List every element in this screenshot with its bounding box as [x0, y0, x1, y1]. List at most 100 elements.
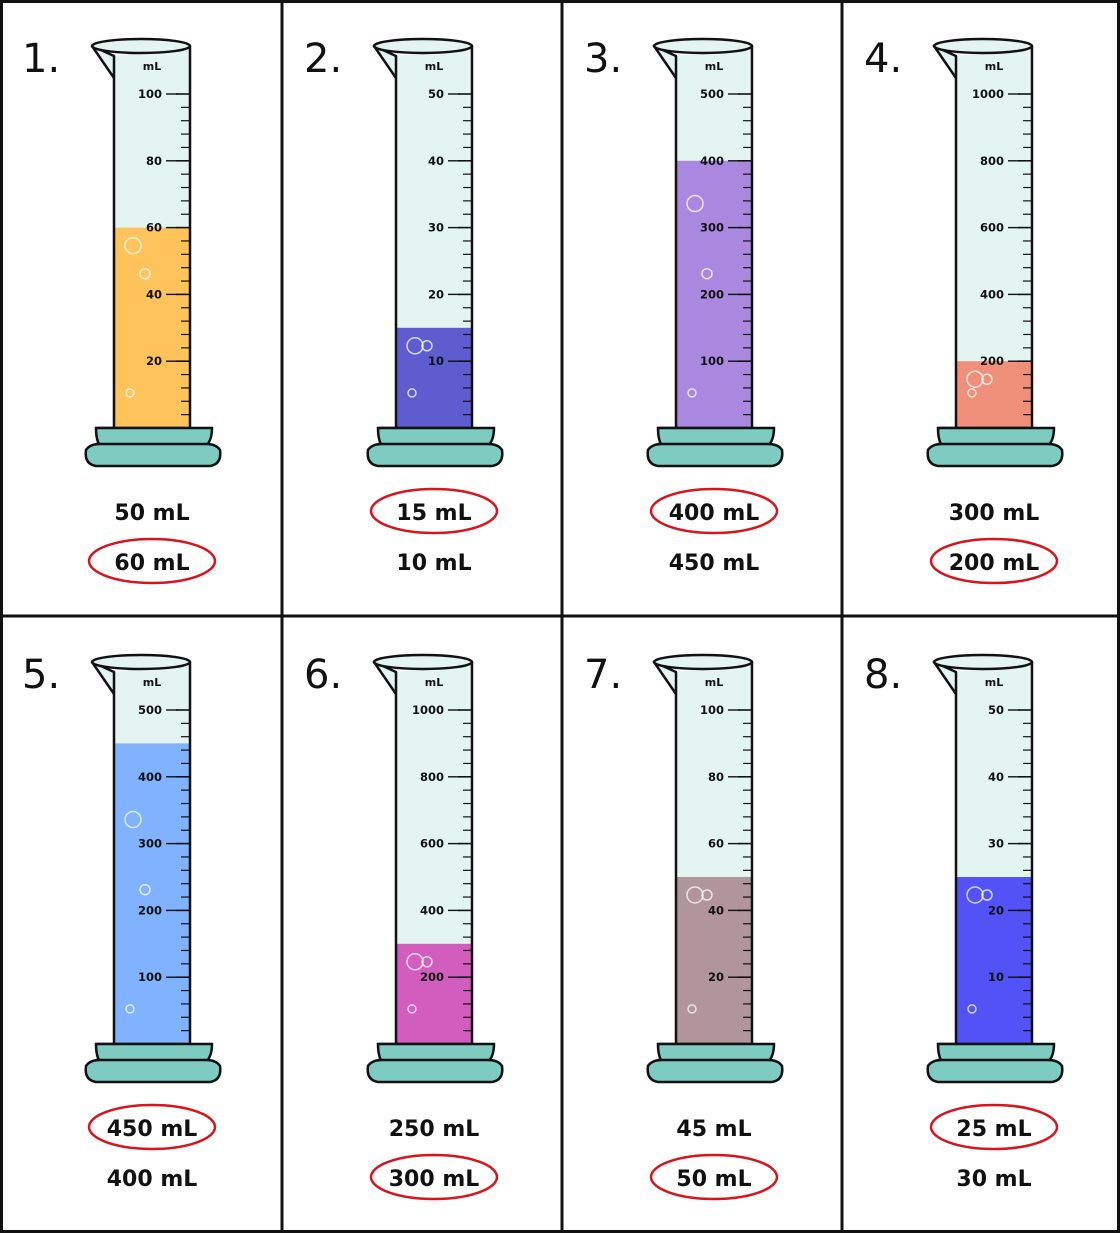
- liquid: [396, 943, 472, 1044]
- bubble: [686, 194, 704, 213]
- tick-label: 20: [146, 354, 162, 368]
- bubble: [407, 1004, 417, 1014]
- answer-option: 300 mL: [389, 1167, 480, 1192]
- bubble: [981, 889, 993, 901]
- tick-label: 100: [138, 970, 162, 984]
- cylinder-panel: 7. mL 100 80 60 40 20 45 mL 50 mL: [584, 652, 784, 1201]
- bubble: [966, 886, 984, 904]
- bubble: [701, 889, 713, 901]
- tick-label: 200: [700, 287, 724, 301]
- cylinder-panel: 5. mL 500 400 300 200 100 450 mL 400 mL: [22, 652, 222, 1192]
- cylinder-rim: [652, 37, 754, 55]
- answer-option: 450 mL: [669, 551, 760, 576]
- tick-label: 80: [708, 770, 724, 784]
- cylinder-rim: [90, 37, 192, 55]
- cylinder-rim: [372, 653, 474, 671]
- cylinder-rim: [932, 653, 1034, 671]
- tick-label: 10: [428, 354, 444, 368]
- tick-label: 200: [420, 970, 444, 984]
- cylinder-rim: [372, 37, 474, 55]
- cylinder-panel: 6. mL 1000 800 600 400 200 250 mL 300 mL: [304, 652, 504, 1201]
- answer-option: 50 mL: [114, 501, 189, 526]
- tick-label: 80: [146, 154, 162, 168]
- answer-circle: [929, 1103, 1059, 1151]
- answer-circle: [87, 537, 217, 585]
- cylinder-panel: 2. mL 50 40 30 20 10 15 mL 10 mL: [304, 36, 504, 576]
- tick-label: 200: [138, 903, 162, 917]
- bubble: [981, 373, 993, 385]
- bubble: [139, 267, 151, 280]
- answer-option: 30 mL: [956, 1167, 1031, 1192]
- answer-option: 400 mL: [669, 501, 760, 526]
- unit-label: mL: [985, 676, 1003, 689]
- tick-label: 30: [428, 221, 444, 235]
- bubble: [139, 883, 151, 896]
- bubble: [125, 1004, 135, 1014]
- answer-option: 45 mL: [676, 1117, 751, 1142]
- tick-label: 100: [138, 87, 162, 101]
- tick-label: 60: [708, 837, 724, 851]
- tick-label: 20: [428, 287, 444, 301]
- answer-option: 10 mL: [396, 551, 471, 576]
- cylinder-base-foot: [84, 1058, 222, 1084]
- answer-option: 15 mL: [396, 501, 471, 526]
- bubble: [407, 388, 417, 398]
- tick-label: 400: [420, 903, 444, 917]
- tick-label: 500: [700, 87, 724, 101]
- unit-label: mL: [143, 60, 161, 73]
- answer-option: 400 mL: [107, 1167, 198, 1192]
- bubble: [701, 267, 713, 280]
- tick-label: 20: [708, 970, 724, 984]
- answer-option: 25 mL: [956, 1117, 1031, 1142]
- problem-number: 1.: [22, 36, 60, 82]
- cylinder-base-foot: [366, 442, 504, 468]
- liquid: [956, 361, 1032, 428]
- cylinder-rim: [652, 653, 754, 671]
- bubble: [687, 1004, 697, 1014]
- tick-label: 300: [700, 221, 724, 235]
- answer-circle: [369, 487, 499, 535]
- bubble: [686, 886, 704, 904]
- bubble: [124, 810, 142, 829]
- tick-label: 400: [138, 770, 162, 784]
- bubble: [125, 388, 135, 398]
- tick-label: 200: [980, 354, 1004, 368]
- tick-label: 600: [980, 221, 1004, 235]
- answer-option: 200 mL: [949, 551, 1040, 576]
- bubble: [124, 236, 142, 255]
- cylinder-glass: [956, 46, 1032, 428]
- tick-label: 400: [700, 154, 724, 168]
- tick-label: 400: [980, 287, 1004, 301]
- cylinder-panel: 1. mL 100 80 60 40 20 50 mL 60 mL: [22, 36, 222, 585]
- problem-number: 5.: [22, 652, 60, 698]
- bubble: [967, 388, 977, 398]
- unit-label: mL: [705, 676, 723, 689]
- tick-label: 40: [988, 770, 1004, 784]
- answer-option: 300 mL: [949, 501, 1040, 526]
- liquid: [396, 327, 472, 428]
- bubble: [687, 388, 697, 398]
- unit-label: mL: [425, 676, 443, 689]
- tick-label: 20: [988, 903, 1004, 917]
- cylinder-panel: 4. mL 1000 800 600 400 200 300 mL 200 mL: [864, 36, 1064, 585]
- cylinder-base-foot: [926, 1058, 1064, 1084]
- answer-circle: [87, 1103, 217, 1151]
- tick-label: 50: [988, 703, 1004, 717]
- answer-circle: [929, 537, 1059, 585]
- unit-label: mL: [425, 60, 443, 73]
- bubble: [421, 340, 433, 352]
- liquid: [114, 743, 190, 1044]
- bubble: [406, 953, 424, 971]
- cylinder-base-foot: [646, 442, 784, 468]
- tick-label: 40: [708, 903, 724, 917]
- tick-label: 800: [420, 770, 444, 784]
- unit-label: mL: [143, 676, 161, 689]
- answer-option: 50 mL: [676, 1167, 751, 1192]
- liquid: [114, 227, 190, 428]
- answer-circle: [369, 1153, 499, 1201]
- tick-label: 40: [428, 154, 444, 168]
- cylinder-base-foot: [84, 442, 222, 468]
- answer-circle: [649, 487, 779, 535]
- liquid: [676, 877, 752, 1044]
